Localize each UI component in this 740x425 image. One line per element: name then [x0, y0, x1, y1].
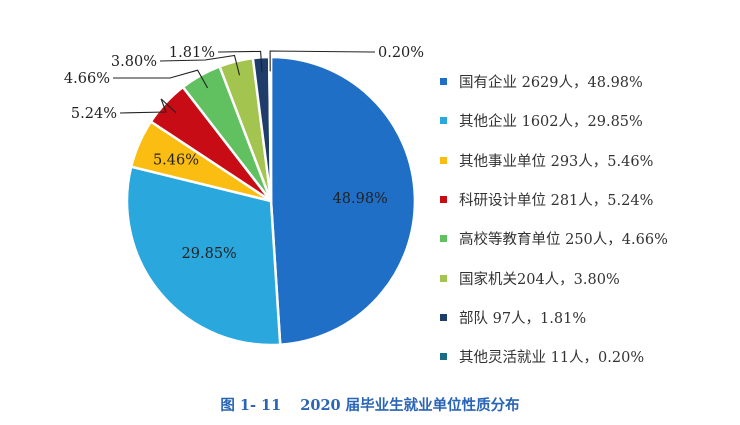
pie-label-flexible: 0.20% — [378, 45, 424, 61]
figure-title: 2020 届毕业生就业单位性质分布 — [300, 397, 520, 414]
legend-item-other-public-institutions: 其他事业单位 293人，5.46% — [440, 141, 735, 180]
legend-label: 国家机关204人，3.80% — [459, 271, 620, 288]
leader-line-flexible — [269, 50, 375, 72]
legend-label: 其他事业单位 293人，5.46% — [459, 153, 654, 170]
legend-item-government: 国家机关204人，3.80% — [440, 258, 735, 297]
legend-item-flexible: 其他灵活就业 11人，0.20% — [440, 337, 735, 376]
pie-label-government: 3.80% — [111, 54, 157, 70]
pie-slice-other-enterprises — [125, 165, 282, 347]
pie-label-other-public-institutions: 5.46% — [153, 153, 199, 169]
leader-line-military — [218, 50, 263, 72]
figure-number: 图 1- 11 — [220, 397, 282, 414]
legend-swatch — [440, 196, 447, 204]
legend-label: 高校等教育单位 250人，4.66% — [459, 232, 668, 249]
legend-item-state-owned: 国有企业 2629人，48.98% — [440, 62, 735, 101]
legend-item-education: 高校等教育单位 250人，4.66% — [440, 219, 735, 258]
legend-item-research-design: 科研设计单位 281人，5.24% — [440, 180, 735, 219]
legend-label: 其他企业 1602人，29.85% — [459, 114, 643, 131]
pie-label-military: 1.81% — [169, 45, 215, 61]
leader-line-research-design — [119, 98, 177, 114]
legend-label: 部队 97人，1.81% — [459, 310, 587, 327]
pie-slice-state-owned — [269, 55, 417, 346]
pie-label-education: 4.66% — [64, 71, 110, 87]
legend-swatch — [440, 156, 447, 164]
pie-label-state-owned: 48.98% — [333, 191, 388, 207]
leader-line-education — [113, 69, 209, 89]
legend-swatch — [440, 117, 447, 125]
figure-caption: 图 1- 11 2020 届毕业生就业单位性质分布 — [0, 394, 740, 415]
legend-swatch — [440, 235, 447, 243]
legend-label: 国有企业 2629人，48.98% — [459, 75, 643, 92]
legend-label: 其他灵活就业 11人，0.20% — [459, 350, 645, 367]
legend-swatch — [440, 78, 447, 86]
legend-swatch — [440, 313, 447, 321]
pie-label-research-design: 5.24% — [71, 106, 117, 122]
legend-label: 科研设计单位 281人，5.24% — [459, 193, 654, 210]
leader-line-government — [159, 54, 241, 76]
pie-labels: 48.98% 29.85% 5.46% 5.24% 4.66%3.80% 1.81% 0.2… — [64, 45, 424, 262]
legend-swatch — [440, 353, 447, 361]
legend-item-other-enterprises: 其他企业 1602人，29.85% — [440, 101, 735, 140]
legend-item-military: 部队 97人，1.81% — [440, 298, 735, 337]
legend-swatch — [440, 274, 447, 282]
chart-legend: 国有企业 2629人，48.98% 其他企业 1602人，29.85% 其他事业… — [440, 62, 735, 376]
pie-label-other-enterprises: 29.85% — [182, 246, 237, 262]
